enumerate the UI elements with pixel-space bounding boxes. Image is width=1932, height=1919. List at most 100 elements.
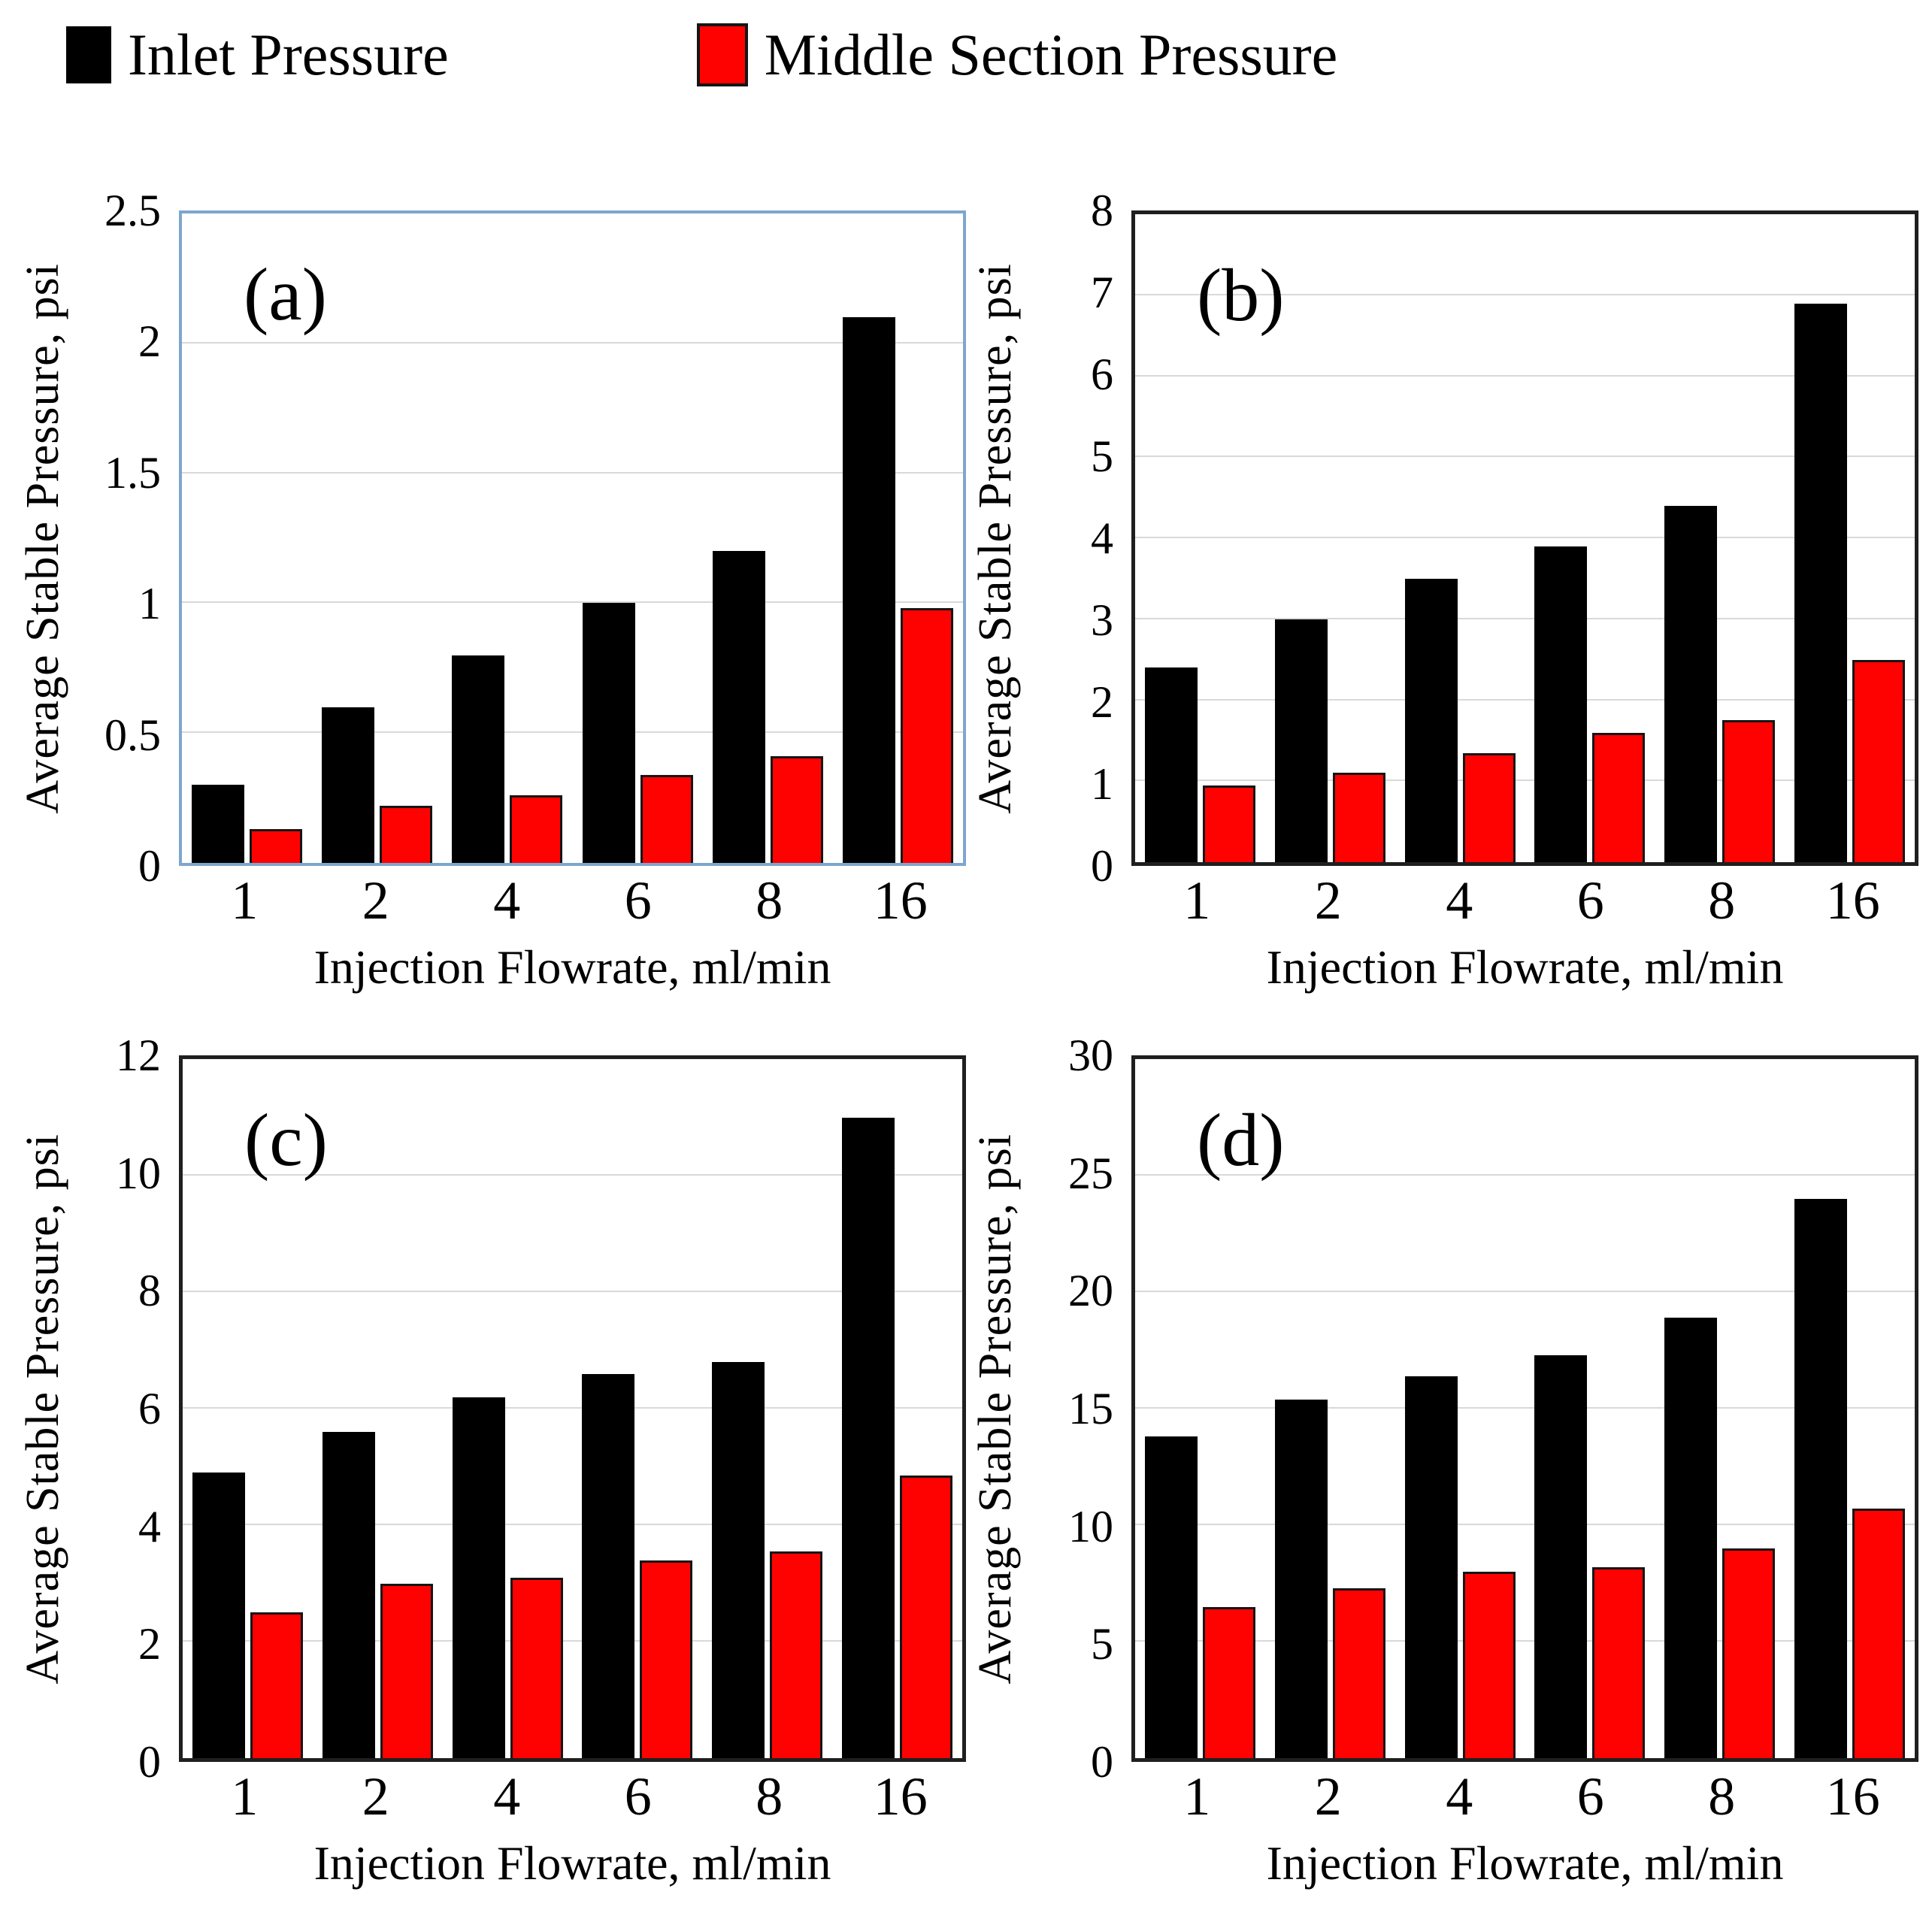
gridline — [1135, 617, 1915, 619]
bar-middle-section-pressure — [380, 1583, 433, 1758]
x-tick-label: 16 — [1825, 870, 1880, 931]
y-tick-label: 6 — [138, 1384, 161, 1433]
gridline — [1135, 537, 1915, 538]
gridline — [1135, 293, 1915, 295]
gridline — [182, 341, 963, 344]
x-tick-label: 1 — [1183, 870, 1211, 931]
chart-row-top: Average Stable Pressure, psi 0 0.5 1 1.5 2 2.5… — [14, 188, 1918, 1012]
bar-middle-section-pressure — [640, 1560, 693, 1758]
legend-item-inlet: Inlet Pressure — [66, 26, 449, 84]
x-tick-label: 16 — [1825, 1766, 1880, 1827]
bar-group — [832, 1059, 962, 1758]
bar-inlet-pressure — [1794, 303, 1848, 862]
bar-groups — [182, 213, 963, 863]
y-tick-label: 2 — [138, 316, 161, 367]
x-tick-label: 4 — [1446, 870, 1473, 931]
bar-middle-section-pressure — [1592, 732, 1646, 862]
bar-inlet-pressure — [192, 785, 245, 863]
bar-group — [833, 213, 963, 863]
y-tick-label: 7 — [1091, 268, 1113, 317]
gridline — [1135, 1640, 1915, 1642]
y-tick-label: 8 — [138, 1266, 161, 1316]
y-tick-label: 2 — [1091, 677, 1113, 727]
legend-item-middle: Middle Section Pressure — [696, 22, 1338, 87]
y-axis-ticks: 0 5 10 15 20 25 30 — [1025, 1033, 1131, 1784]
gridline — [1135, 1291, 1915, 1293]
gridline — [183, 1407, 962, 1409]
bar-middle-section-pressure — [1462, 752, 1516, 862]
bar-middle-section-pressure — [1592, 1566, 1646, 1758]
bar-inlet-pressure — [1534, 1354, 1588, 1758]
bar-middle-section-pressure — [770, 756, 823, 863]
bar-middle-section-pressure — [1332, 1588, 1385, 1758]
y-tick-label: 6 — [1091, 350, 1113, 399]
panel-label: (a) — [244, 253, 327, 336]
plot-area: (a) — [179, 210, 966, 866]
bar-group — [312, 213, 442, 863]
x-tick-label: 8 — [756, 1766, 783, 1827]
bar-middle-section-pressure — [1852, 659, 1906, 862]
y-tick-label: 8 — [1091, 186, 1113, 235]
x-tick-label: 4 — [1446, 1766, 1473, 1827]
bar-group — [1135, 1059, 1265, 1758]
bar-group — [1785, 214, 1915, 862]
y-tick-label: 5 — [1091, 431, 1113, 481]
x-tick-label: 1 — [1183, 1766, 1211, 1827]
bar-group — [183, 1059, 313, 1758]
bar-inlet-pressure — [1144, 1436, 1198, 1758]
panel-label: (b) — [1197, 253, 1285, 337]
bar-group — [443, 1059, 573, 1758]
y-axis-title: Average Stable Pressure, psi — [969, 262, 1021, 814]
y-tick-label: 2.5 — [104, 186, 161, 235]
gridline — [183, 1174, 962, 1176]
gridline — [183, 1524, 962, 1526]
y-tick-label: 2 — [138, 1619, 161, 1669]
legend-label-middle: Middle Section Pressure — [764, 22, 1338, 87]
x-tick-label: 1 — [231, 1766, 259, 1827]
y-tick-label: 10 — [116, 1148, 161, 1198]
y-tick-label: 10 — [1068, 1501, 1113, 1551]
bar-group — [182, 213, 312, 863]
x-axis-ticks: 1 2 4 6 8 16 — [1131, 866, 1918, 935]
gridline — [182, 471, 963, 474]
y-axis-ticks: 0 1 2 3 4 5 6 7 8 — [1025, 188, 1131, 888]
y-tick-label: 5 — [1091, 1619, 1113, 1669]
x-tick-label: 8 — [1708, 870, 1736, 931]
bar-group — [1395, 214, 1525, 862]
x-tick-label: 8 — [1708, 1766, 1736, 1827]
bar-group — [703, 213, 833, 863]
y-tick-label: 0 — [1091, 841, 1113, 891]
x-axis-title: Injection Flowrate, ml/min — [1266, 940, 1784, 994]
x-tick-label: 2 — [1314, 1766, 1342, 1827]
plot-wrap: (d) — [1131, 1055, 1918, 1762]
bar-group — [1395, 1059, 1525, 1758]
bar-group — [1655, 1059, 1785, 1758]
bar-group — [1785, 1059, 1915, 1758]
gridline — [1135, 456, 1915, 458]
x-tick-label: 16 — [873, 1766, 928, 1827]
x-tick-label: 8 — [756, 870, 783, 931]
y-tick-label: 30 — [1068, 1031, 1113, 1080]
bar-inlet-pressure — [1274, 619, 1328, 862]
x-tick-label: 6 — [624, 870, 652, 931]
bar-inlet-pressure — [582, 603, 635, 863]
inlet-pressure-swatch-icon — [66, 26, 111, 83]
bar-middle-section-pressure — [900, 608, 953, 863]
x-axis-ticks: 1 2 4 6 8 16 — [179, 866, 966, 935]
plot-area: (d) — [1131, 1055, 1918, 1762]
bar-middle-section-pressure — [1332, 773, 1385, 862]
gridline — [1135, 374, 1915, 377]
bar-inlet-pressure — [712, 551, 765, 863]
legend: Inlet Pressure Middle Section Pressure — [0, 0, 1932, 99]
panel-label: (d) — [1197, 1098, 1285, 1182]
chart-a: Average Stable Pressure, psi 0 0.5 1 1.5 2 2.5… — [14, 188, 966, 1012]
bar-inlet-pressure — [1274, 1399, 1328, 1758]
bar-group — [1265, 214, 1395, 862]
bar-middle-section-pressure — [510, 795, 563, 863]
bar-middle-section-pressure — [380, 805, 433, 863]
x-tick-label: 2 — [362, 1766, 389, 1827]
bar-inlet-pressure — [322, 707, 375, 863]
x-tick-label: 6 — [624, 1766, 652, 1827]
x-tick-label: 4 — [493, 1766, 521, 1827]
